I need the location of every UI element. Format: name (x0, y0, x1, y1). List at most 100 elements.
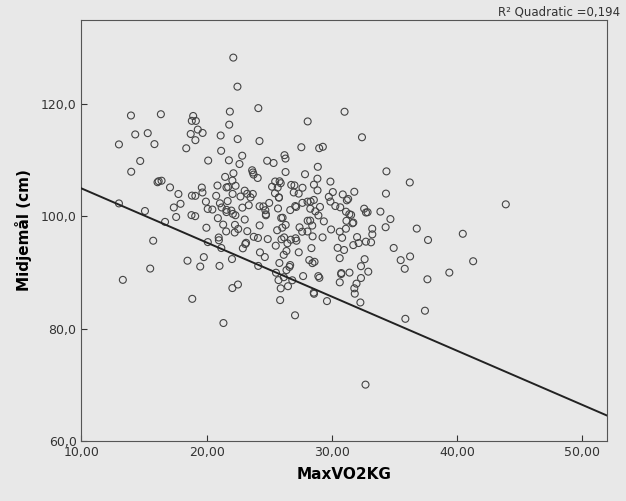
Point (230, 182, 240, 190)
Point (215, 262, 225, 270)
Point (344, 269, 354, 277)
Point (302, 217, 312, 225)
Point (126, 112, 136, 120)
Point (386, 215, 396, 223)
Point (207, 205, 217, 213)
Point (304, 256, 314, 264)
Point (255, 137, 265, 145)
Point (253, 262, 263, 270)
Point (318, 143, 328, 151)
Point (215, 131, 225, 139)
Point (280, 154, 290, 162)
Point (338, 190, 348, 198)
Point (286, 236, 296, 244)
Point (332, 244, 342, 252)
Point (354, 239, 364, 247)
Point (228, 169, 239, 177)
Point (361, 381, 371, 389)
Point (401, 315, 411, 323)
Point (357, 133, 367, 141)
Point (183, 257, 193, 265)
Point (241, 239, 251, 247)
Text: R² Quadratic =0,194: R² Quadratic =0,194 (498, 5, 620, 18)
Point (217, 203, 227, 211)
Point (300, 170, 310, 178)
Point (458, 230, 468, 238)
Point (341, 225, 351, 233)
Point (381, 189, 391, 197)
Point (287, 276, 297, 284)
Point (335, 227, 345, 235)
Point (305, 197, 316, 205)
Point (263, 235, 273, 243)
Point (290, 311, 300, 319)
Point (341, 208, 351, 216)
Point (349, 188, 359, 196)
Point (270, 241, 280, 249)
Point (228, 54, 239, 62)
Point (282, 266, 292, 274)
Point (153, 178, 163, 186)
Point (244, 201, 254, 209)
Point (203, 205, 213, 213)
Point (187, 295, 197, 303)
Point (198, 129, 208, 137)
Point (222, 206, 232, 214)
Point (277, 214, 287, 222)
Point (135, 157, 145, 165)
Point (279, 233, 289, 241)
Point (247, 166, 257, 174)
Point (291, 203, 301, 211)
Point (233, 225, 243, 233)
Point (274, 259, 284, 267)
Point (294, 223, 304, 231)
Point (468, 257, 478, 265)
Point (280, 221, 290, 229)
Point (352, 233, 362, 241)
Point (114, 199, 124, 207)
Point (199, 253, 209, 261)
Point (275, 179, 285, 187)
Point (274, 194, 284, 202)
Point (307, 232, 317, 240)
Point (302, 227, 312, 235)
Point (307, 221, 317, 229)
Point (313, 272, 323, 280)
Point (262, 157, 272, 165)
Point (423, 236, 433, 244)
Point (285, 206, 295, 214)
Point (201, 197, 211, 205)
Point (286, 181, 296, 189)
Point (143, 129, 153, 137)
Point (227, 177, 237, 185)
Point (337, 234, 347, 242)
Point (203, 156, 213, 164)
Point (349, 284, 359, 292)
Point (302, 117, 312, 125)
Point (253, 234, 263, 242)
Point (319, 217, 329, 225)
Point (331, 202, 341, 210)
Point (153, 177, 163, 185)
Point (248, 190, 258, 198)
X-axis label: MaxVO2KG: MaxVO2KG (297, 467, 392, 482)
Point (233, 281, 243, 289)
Point (328, 188, 338, 196)
Point (326, 197, 336, 205)
Point (255, 221, 265, 229)
Point (227, 206, 237, 214)
Point (405, 178, 415, 186)
Point (312, 175, 322, 183)
Point (294, 189, 304, 197)
Point (350, 290, 360, 298)
Point (348, 241, 358, 249)
Point (314, 211, 324, 219)
Point (381, 223, 391, 231)
Point (363, 268, 373, 276)
Point (305, 205, 316, 213)
Point (228, 190, 238, 198)
Point (290, 202, 300, 210)
Point (297, 228, 307, 236)
Point (126, 168, 136, 176)
Point (140, 207, 150, 215)
